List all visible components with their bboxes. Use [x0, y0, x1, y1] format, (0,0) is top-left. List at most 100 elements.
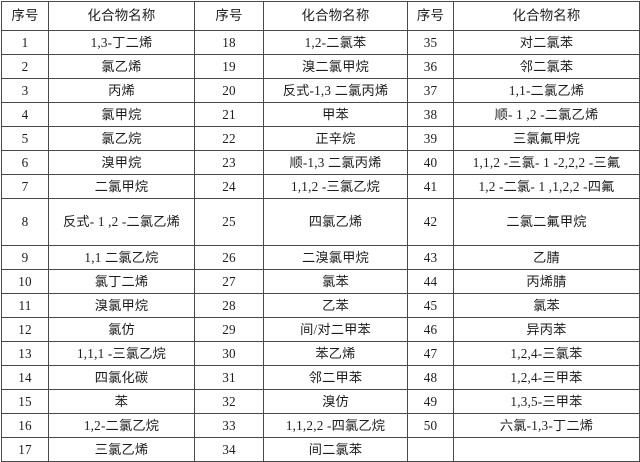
cell-compound-name: 氯乙烷	[48, 126, 195, 151]
cell-index: 24	[194, 174, 264, 199]
cell-compound-name: 反式-1,3 二氯丙烯	[263, 78, 408, 103]
cell-compound-name: 甲苯	[263, 102, 408, 127]
cell-index: 3	[1, 78, 49, 103]
table-row: 13 1,1,1 -三氯乙烷 30 苯乙烯 47 1,2,4-三氯苯	[1, 341, 640, 366]
cell-index: 31	[194, 365, 264, 390]
column-header-index-1: 序号	[1, 1, 49, 31]
table-row: 8 反式- 1 ,2 -二氯乙烯 25 四氯乙烯 42 二氯二氟甲烷	[1, 198, 640, 246]
cell-index: 40	[407, 150, 454, 175]
cell-index: 9	[1, 245, 49, 270]
cell-index: 50	[407, 413, 454, 438]
cell-compound-name: 1,2-二氯乙烷	[48, 413, 195, 438]
cell-index: 29	[194, 317, 264, 342]
table-body: 1 1,3-丁二烯 18 1,2-二氯苯 35 对二氯苯 2 氯乙烯 19 溴二氯甲烷 36 邻二氯苯…	[1, 30, 640, 462]
header-row: 序号 化合物名称 序号 化合物名称 序号 化合物名称	[1, 1, 640, 31]
cell-compound-name: 丙烯	[48, 78, 195, 103]
column-header-compound-3: 化合物名称	[453, 1, 640, 31]
cell-compound-name: 溴二氯甲烷	[263, 54, 408, 79]
table-row: 16 1,2-二氯乙烷 33 1,1,2,2 -四氯乙烷 50 六氯-1,3-丁二烯	[1, 413, 640, 438]
cell-index: 20	[194, 78, 264, 103]
cell-index: 41	[407, 174, 454, 199]
table-header: 序号 化合物名称 序号 化合物名称 序号 化合物名称	[1, 1, 640, 31]
cell-index: 32	[194, 389, 264, 414]
cell-index: 27	[194, 269, 264, 294]
cell-compound-name: 氯仿	[48, 317, 195, 342]
cell-index: 37	[407, 78, 454, 103]
cell-compound-name: 氯乙烯	[48, 54, 195, 79]
cell-compound-name: 乙腈	[453, 245, 640, 270]
cell-index: 45	[407, 293, 454, 318]
cell-compound-name: 1,2,4-三氯苯	[453, 341, 640, 366]
cell-compound-name: 1,1,2 -三氯乙烷	[263, 174, 408, 199]
table-row: 11 溴氯甲烷 28 乙苯 45 氯苯	[1, 293, 640, 318]
cell-compound-name: 溴仿	[263, 389, 408, 414]
cell-compound-name: 顺- 1 ,2 -二氯乙烯	[453, 102, 640, 127]
column-header-index-3: 序号	[407, 1, 454, 31]
cell-compound-name: 间/对二甲苯	[263, 317, 408, 342]
cell-compound-name: 1,1-二氯乙烯	[453, 78, 640, 103]
cell-compound-name: 溴氯甲烷	[48, 293, 195, 318]
cell-index: 7	[1, 174, 49, 199]
cell-compound-name	[453, 437, 640, 462]
table-row: 2 氯乙烯 19 溴二氯甲烷 36 邻二氯苯	[1, 54, 640, 79]
table-row: 17 三氯乙烯 34 间二氯苯	[1, 437, 640, 462]
cell-compound-name: 对二氯苯	[453, 30, 640, 55]
table-row: 15 苯 32 溴仿 49 1,3,5-三甲苯	[1, 389, 640, 414]
cell-compound-name: 1,1,1 -三氯乙烷	[48, 341, 195, 366]
cell-compound-name: 1,2,4-三甲苯	[453, 365, 640, 390]
column-header-compound-2: 化合物名称	[263, 1, 408, 31]
cell-index: 26	[194, 245, 264, 270]
table-row: 7 二氯甲烷 24 1,1,2 -三氯乙烷 41 1,2 -二氯- 1 ,1,2,2 -四…	[1, 174, 640, 199]
cell-compound-name: 三氯氟甲烷	[453, 126, 640, 151]
table-row: 1 1,3-丁二烯 18 1,2-二氯苯 35 对二氯苯	[1, 30, 640, 55]
table-row: 12 氯仿 29 间/对二甲苯 46 异丙苯	[1, 317, 640, 342]
cell-index: 8	[1, 198, 49, 246]
cell-index: 18	[194, 30, 264, 55]
cell-compound-name: 1,1,2,2 -四氯乙烷	[263, 413, 408, 438]
column-header-compound-1: 化合物名称	[48, 1, 195, 31]
table-row: 4 氯甲烷 21 甲苯 38 顺- 1 ,2 -二氯乙烯	[1, 102, 640, 127]
cell-index: 43	[407, 245, 454, 270]
cell-index: 42	[407, 198, 454, 246]
cell-index: 34	[194, 437, 264, 462]
cell-index: 11	[1, 293, 49, 318]
cell-compound-name: 六氯-1,3-丁二烯	[453, 413, 640, 438]
cell-index: 44	[407, 269, 454, 294]
cell-compound-name: 苯乙烯	[263, 341, 408, 366]
cell-compound-name: 氯苯	[263, 269, 408, 294]
cell-index: 36	[407, 54, 454, 79]
cell-index: 13	[1, 341, 49, 366]
cell-compound-name: 溴甲烷	[48, 150, 195, 175]
cell-compound-name: 氯丁二烯	[48, 269, 195, 294]
cell-index: 21	[194, 102, 264, 127]
cell-compound-name: 四氯化碳	[48, 365, 195, 390]
cell-index: 25	[194, 198, 264, 246]
cell-index: 23	[194, 150, 264, 175]
cell-index: 38	[407, 102, 454, 127]
cell-index: 33	[194, 413, 264, 438]
cell-compound-name: 1,3-丁二烯	[48, 30, 195, 55]
cell-index: 48	[407, 365, 454, 390]
cell-index: 4	[1, 102, 49, 127]
cell-index: 30	[194, 341, 264, 366]
table-row: 14 四氯化碳 31 邻二甲苯 48 1,2,4-三甲苯	[1, 365, 640, 390]
cell-compound-name: 二溴氯甲烷	[263, 245, 408, 270]
cell-index: 15	[1, 389, 49, 414]
cell-compound-name: 二氯二氟甲烷	[453, 198, 640, 246]
cell-compound-name: 苯	[48, 389, 195, 414]
cell-compound-name: 顺-1,3 二氯丙烯	[263, 150, 408, 175]
cell-compound-name: 1,3,5-三甲苯	[453, 389, 640, 414]
cell-index: 1	[1, 30, 49, 55]
table-row: 3 丙烯 20 反式-1,3 二氯丙烯 37 1,1-二氯乙烯	[1, 78, 640, 103]
column-header-index-2: 序号	[194, 1, 264, 31]
cell-index: 28	[194, 293, 264, 318]
cell-compound-name: 1,2-二氯苯	[263, 30, 408, 55]
cell-compound-name: 正辛烷	[263, 126, 408, 151]
cell-index: 46	[407, 317, 454, 342]
cell-compound-name: 邻二甲苯	[263, 365, 408, 390]
cell-index: 47	[407, 341, 454, 366]
cell-compound-name: 氯苯	[453, 293, 640, 318]
cell-compound-name: 1,1,2 -三氯- 1 -2,2,2 -三氟	[453, 150, 640, 175]
